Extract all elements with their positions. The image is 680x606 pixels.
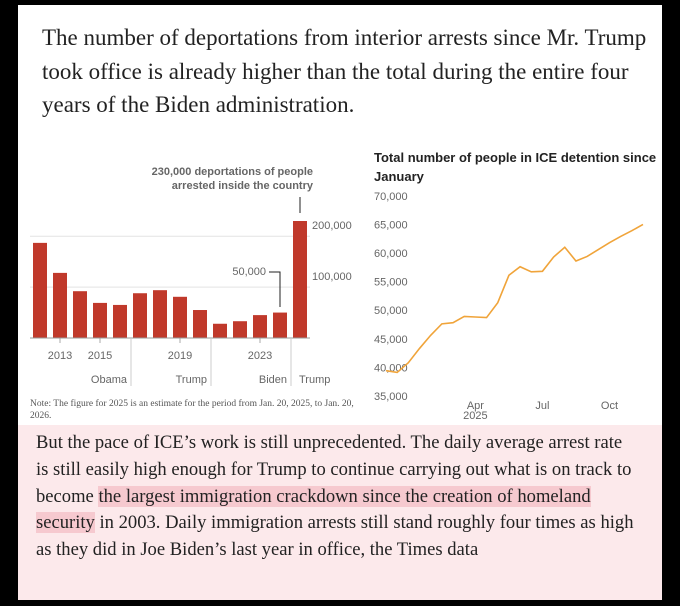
bar <box>133 293 147 338</box>
bar <box>153 290 167 338</box>
bar <box>253 315 267 338</box>
x-tick-label: Apr <box>467 400 484 412</box>
bar <box>93 302 107 338</box>
y-tick-label: 55,000 <box>374 277 408 289</box>
annotation: 230,000 deportations of people <box>152 166 313 178</box>
bar <box>53 272 67 338</box>
bar <box>113 304 127 338</box>
chart-title: Total number of people in ICE detention … <box>374 150 657 184</box>
y-tick-label: 70,000 <box>374 191 408 203</box>
bar <box>293 221 307 338</box>
note: Note: The figure for 2025 is an estimate… <box>30 399 354 421</box>
paragraph-text: But the pace of ICE’s work is still unpr… <box>36 432 632 507</box>
y-tick-label: 50,000 <box>374 305 408 317</box>
x-tick-label: 2019 <box>168 350 192 362</box>
y-tick-label: 35,000 <box>374 391 408 403</box>
bar <box>273 312 287 338</box>
bar <box>233 321 247 338</box>
bar <box>33 242 47 338</box>
annotation: 50,000 <box>232 266 266 278</box>
bar <box>213 323 227 338</box>
annotation: arrested inside the country <box>172 180 314 192</box>
annotation-line <box>269 271 281 307</box>
bar <box>193 310 207 338</box>
y-tick-label: 100,000 <box>312 271 352 283</box>
bar <box>173 296 187 338</box>
x-tick-label: 2013 <box>48 350 72 362</box>
period-label: Trump <box>299 374 330 386</box>
paragraph-text: in 2003. Daily immigration arrests still… <box>36 512 634 561</box>
charts: 100,000 200,000 2013 2015 2019 2023 Obama Trump… <box>30 166 644 422</box>
y-tick-label: 65,000 <box>374 219 408 231</box>
paragraph: But the pace of ICE’s work is still unpr… <box>36 430 636 564</box>
y-tick-label: 200,000 <box>312 220 352 232</box>
period-label: Trump <box>176 374 207 386</box>
x-tick-label: Jul <box>535 400 549 412</box>
y-tick-label: 45,000 <box>374 334 408 346</box>
period-label: Obama <box>91 374 128 386</box>
x-tick-label: 2023 <box>248 350 272 362</box>
x-tick-label: 2015 <box>88 350 112 362</box>
x-year-label: 2025 <box>463 410 487 422</box>
y-tick-label: 60,000 <box>374 248 408 260</box>
x-tick-label: Oct <box>601 400 618 412</box>
bar <box>73 291 87 338</box>
line <box>385 223 644 374</box>
paragraph-box: But the pace of ICE’s work is still unpr… <box>18 425 662 600</box>
article: The number of deportations from interior… <box>18 5 662 600</box>
period-label: Biden <box>259 374 287 386</box>
headline: The number of deportations from interior… <box>42 25 647 117</box>
